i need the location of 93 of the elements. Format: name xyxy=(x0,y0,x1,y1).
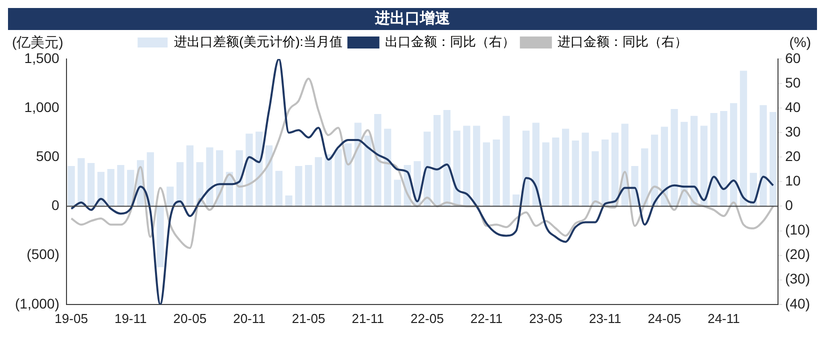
chart-title: 进出口增速 xyxy=(8,8,817,30)
bar xyxy=(78,158,85,206)
x-tick-label: 22-05 xyxy=(410,310,444,326)
x-tick-label: 21-05 xyxy=(292,310,326,326)
bar xyxy=(532,122,540,206)
bar xyxy=(384,128,392,206)
legend-label: 进出口差额(美元计价):当月值 xyxy=(174,34,342,50)
bar xyxy=(740,70,748,206)
x-tick-label: 20-11 xyxy=(233,310,266,326)
bar xyxy=(582,132,589,206)
bar xyxy=(720,111,728,206)
bar xyxy=(443,110,451,206)
x-tick-label: 20-05 xyxy=(173,310,207,326)
y2-tick-label: (20) xyxy=(785,246,810,262)
bar xyxy=(670,109,678,206)
bar xyxy=(186,145,194,206)
bar xyxy=(710,112,718,206)
bar xyxy=(542,142,550,206)
legend-label: 出口金额：同比（右） xyxy=(384,34,515,50)
bar xyxy=(206,147,214,206)
bar xyxy=(611,132,619,206)
bar xyxy=(324,154,332,206)
bar xyxy=(602,139,609,206)
bar xyxy=(760,105,767,206)
bar xyxy=(265,145,273,206)
x-tick-label: 19-05 xyxy=(54,310,88,326)
bar xyxy=(463,126,470,206)
bar xyxy=(680,122,688,206)
bar xyxy=(433,114,441,206)
bar xyxy=(492,139,500,206)
x-tick-label: 19-11 xyxy=(114,310,147,326)
bar xyxy=(176,162,184,206)
bar xyxy=(295,166,302,206)
bar xyxy=(592,151,599,206)
y-axis-title: (亿美元) xyxy=(12,34,64,52)
y-tick-label: (500) xyxy=(26,246,60,262)
y2-axis-title: (%) xyxy=(789,34,811,50)
bar xyxy=(374,114,382,206)
bar xyxy=(473,126,480,206)
bar xyxy=(68,166,75,206)
bar xyxy=(275,170,282,206)
bar xyxy=(552,138,560,206)
bar xyxy=(453,130,460,206)
bar xyxy=(770,112,777,206)
bar xyxy=(572,140,580,206)
bar xyxy=(512,194,520,206)
bar xyxy=(304,165,312,206)
bar xyxy=(660,126,668,206)
y2-tick-label: 0 xyxy=(785,197,794,214)
x-tick-label: 21-11 xyxy=(352,310,384,326)
bar xyxy=(285,195,292,206)
bar xyxy=(522,130,530,206)
bar xyxy=(117,165,124,206)
bar xyxy=(314,157,322,206)
y2-tick-label: 10 xyxy=(785,172,801,189)
y-tick-label: (1,000) xyxy=(15,295,60,312)
bar xyxy=(700,126,708,206)
bar xyxy=(562,128,570,206)
x-tick-label: 23-11 xyxy=(588,310,622,326)
bar xyxy=(156,206,164,268)
y2-tick-label: 30 xyxy=(785,123,801,140)
y2-tick-label: (40) xyxy=(785,295,810,312)
bar xyxy=(166,186,174,206)
bar xyxy=(690,116,698,206)
x-tick-label: 22-11 xyxy=(470,310,503,326)
legend-label: 进口金额：同比（右） xyxy=(557,34,688,50)
bar xyxy=(650,134,658,206)
bar xyxy=(107,168,114,206)
x-tick-label: 24-11 xyxy=(708,310,740,326)
y2-tick-label: (30) xyxy=(785,270,810,287)
y2-tick-label: 20 xyxy=(785,148,801,164)
bar xyxy=(502,116,510,206)
bar xyxy=(334,149,342,206)
x-tick-label: 24-05 xyxy=(648,310,682,326)
y-tick-label: 0 xyxy=(52,197,60,214)
line-series xyxy=(70,59,774,304)
y-tick-label: 1,500 xyxy=(24,50,60,66)
bar xyxy=(730,103,738,206)
y2-tick-label: 40 xyxy=(785,98,801,115)
bar xyxy=(146,152,154,206)
y2-tick-label: 60 xyxy=(785,50,801,66)
bar xyxy=(482,142,490,206)
y2-tick-label: 50 xyxy=(785,74,801,90)
y-tick-label: 500 xyxy=(36,148,60,164)
y2-tick-label: (10) xyxy=(785,222,810,238)
bar xyxy=(88,163,95,206)
y-tick-label: 1,000 xyxy=(24,98,60,115)
bar xyxy=(364,136,372,206)
bar xyxy=(246,134,253,206)
bar xyxy=(641,148,648,206)
x-tick-label: 23-05 xyxy=(529,310,562,326)
line-series xyxy=(70,78,774,249)
bar xyxy=(394,180,402,206)
